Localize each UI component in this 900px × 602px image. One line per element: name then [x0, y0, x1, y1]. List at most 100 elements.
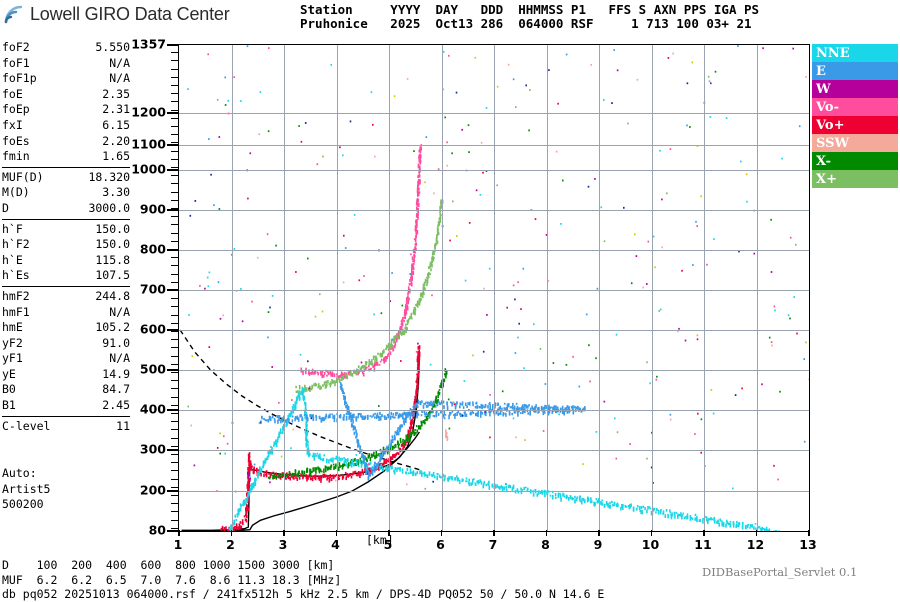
y-axis-minor-tick — [171, 306, 178, 307]
y-axis-tick-label: 800 — [140, 242, 166, 257]
y-axis-minor-tick — [171, 175, 178, 176]
grid-line-vertical — [284, 45, 285, 531]
station-header-row: Station YYYY DAY DDD HHMMSS P1 FFS S AXN… — [300, 2, 759, 17]
y-axis-minor-tick — [171, 298, 178, 299]
grid-line-vertical — [232, 45, 233, 531]
y-axis-minor-tick — [171, 487, 178, 488]
y-axis-minor-tick — [171, 356, 178, 357]
y-axis-tick — [167, 144, 178, 146]
y-axis-tick — [167, 449, 178, 451]
servlet-version-label: DIDBasePortal_Servlet 0.1 — [702, 565, 857, 579]
y-axis-minor-tick — [171, 110, 178, 111]
y-axis-tick — [167, 289, 178, 291]
station-values-row: Pruhonice 2025 Oct13 286 064000 RSF 1 71… — [300, 16, 752, 31]
y-axis-minor-tick — [171, 520, 178, 521]
x-axis-tick-label: 10 — [642, 537, 659, 552]
x-axis-tick-label: 8 — [541, 537, 550, 552]
footer-db-row: db pq052 20251013 064000.rsf / 241fx512h… — [2, 587, 604, 601]
y-axis-tick-label: 900 — [140, 202, 166, 217]
y-axis-minor-tick — [171, 421, 178, 422]
grid-line-vertical — [494, 45, 495, 531]
y-axis-tick — [167, 112, 178, 114]
y-axis-tick — [167, 169, 178, 171]
grid-line-horizontal — [179, 113, 809, 114]
grid-line-horizontal — [179, 370, 809, 371]
y-axis-minor-tick — [171, 479, 178, 480]
legend-item-e[interactable]: E — [812, 62, 898, 80]
x-axis-tick-label: 9 — [594, 537, 603, 552]
y-axis-minor-tick — [171, 413, 178, 414]
y-axis-minor-tick — [171, 315, 178, 316]
legend-item-vo-[interactable]: Vo+ — [812, 116, 898, 134]
grid-line-horizontal — [179, 145, 809, 146]
x-axis-tick-label: 7 — [489, 537, 498, 552]
y-axis-tick — [167, 490, 178, 492]
legend-item-nne[interactable]: NNE — [812, 44, 898, 62]
legend-item-x-[interactable]: X+ — [812, 170, 898, 188]
legend-item-ssw[interactable]: SSW — [812, 134, 898, 152]
series-vo- — [300, 144, 422, 380]
grid-line-horizontal — [179, 290, 809, 291]
y-axis-minor-tick — [171, 183, 178, 184]
y-axis-tick-label: 1000 — [131, 162, 166, 177]
y-axis-minor-tick — [171, 372, 178, 373]
y-axis-tick-label: 600 — [140, 322, 166, 337]
legend-item-vo-[interactable]: Vo- — [812, 98, 898, 116]
grid-line-horizontal — [179, 170, 809, 171]
series-x- — [295, 199, 443, 394]
y-axis-minor-tick — [171, 380, 178, 381]
y-axis-minor-tick — [171, 77, 178, 78]
y-axis-minor-tick — [171, 224, 178, 225]
x-axis-unit-label: [km] — [366, 533, 394, 547]
y-axis-minor-tick — [171, 257, 178, 258]
y-axis-minor-tick — [171, 101, 178, 102]
grid-line-vertical — [547, 45, 548, 531]
y-axis-minor-tick — [171, 118, 178, 119]
y-axis-tick — [167, 409, 178, 411]
y-axis-minor-tick — [171, 151, 178, 152]
grid-line-horizontal — [179, 450, 809, 451]
series-e — [260, 382, 586, 480]
curve-true-height-electron-density-profile — [182, 352, 420, 530]
y-axis-minor-tick — [171, 405, 178, 406]
grid-line-horizontal — [179, 491, 809, 492]
ionogram-plot[interactable] — [178, 44, 810, 532]
plot-canvas — [179, 45, 809, 531]
grid-line-vertical — [704, 45, 705, 531]
y-axis-minor-tick — [171, 233, 178, 234]
grid-line-horizontal — [179, 410, 809, 411]
y-axis-minor-tick — [171, 60, 178, 61]
grid-line-horizontal — [179, 330, 809, 331]
x-axis-tick-label: 4 — [331, 537, 340, 552]
y-axis-tick-label: 1200 — [131, 105, 166, 120]
y-axis-minor-tick — [171, 192, 178, 193]
x-axis-tick — [546, 530, 548, 536]
x-axis-tick-label: 13 — [799, 537, 816, 552]
y-axis-tick — [167, 530, 178, 532]
y-axis-minor-tick — [171, 388, 178, 389]
y-axis-minor-tick — [171, 438, 178, 439]
y-axis-minor-tick — [171, 200, 178, 201]
y-axis-minor-tick — [171, 511, 178, 512]
y-axis-minor-tick — [171, 429, 178, 430]
x-axis-tick — [283, 530, 285, 536]
x-axis-tick-label: 6 — [436, 537, 445, 552]
brand-title: Lowell GIRO Data Center — [30, 4, 229, 25]
y-axis-minor-tick — [171, 274, 178, 275]
footer-scales: D 100 200 400 600 800 1000 1500 3000 [km… — [2, 558, 604, 602]
x-axis-tick — [703, 530, 705, 536]
x-axis-tick — [598, 530, 600, 536]
y-axis-minor-tick — [171, 159, 178, 160]
grid-line-vertical — [389, 45, 390, 531]
x-axis-tick — [651, 530, 653, 536]
y-axis-minor-tick — [171, 446, 178, 447]
legend-item-x-[interactable]: X- — [812, 152, 898, 170]
x-axis-tick-label: 2 — [226, 537, 235, 552]
x-axis-tick — [441, 530, 443, 536]
y-axis-tick-label: 80 — [149, 523, 166, 538]
legend-item-w[interactable]: W — [812, 80, 898, 98]
y-axis-minor-tick — [171, 364, 178, 365]
